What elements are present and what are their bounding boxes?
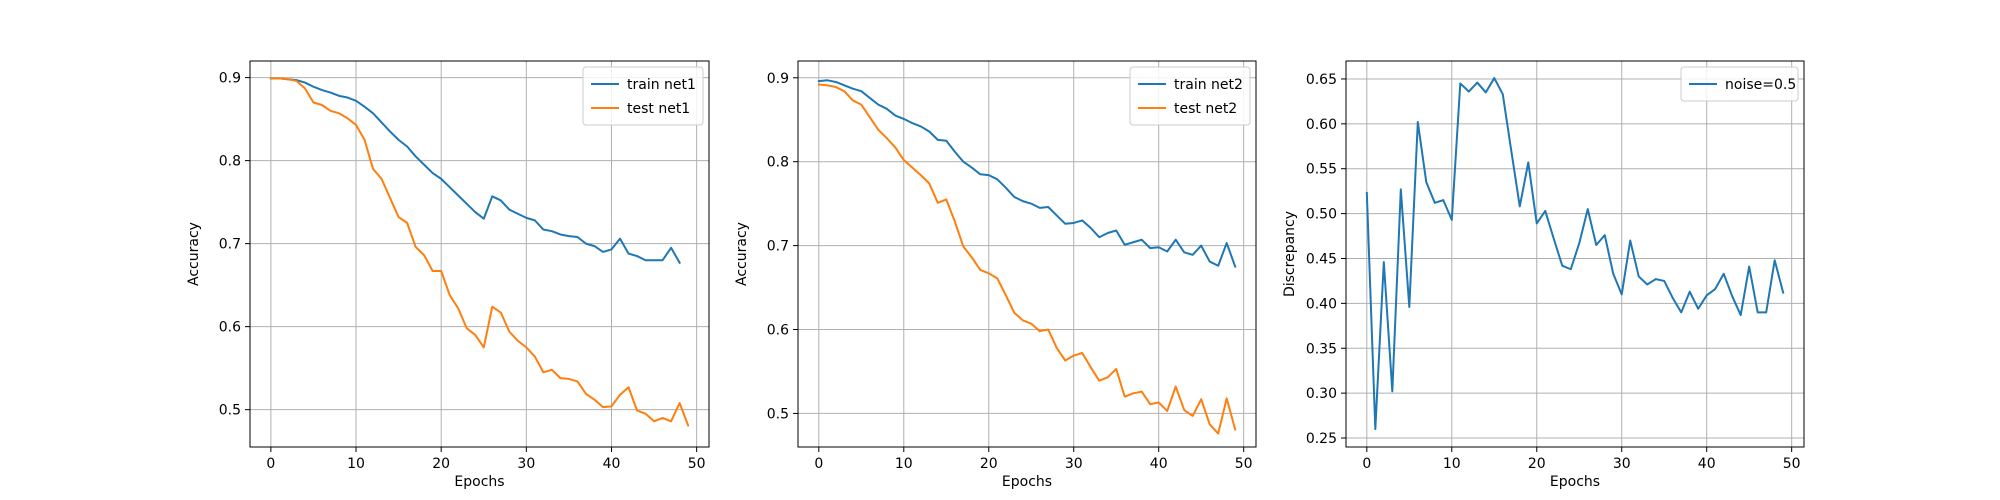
legend-box [582,66,704,126]
x-tick-label: 10 [1443,456,1461,472]
x-tick-label: 0 [266,456,275,472]
y-axis-label: Discrepancy [1282,211,1298,297]
x-axis-label: Epochs [1002,474,1052,490]
y-tick-label: 0.9 [219,71,241,87]
x-tick-label: 40 [603,456,621,472]
legend: train net2 test net2 [1129,66,1251,126]
y-tick-label: 0.7 [219,237,241,253]
x-tick-label: 10 [895,456,913,472]
axes-frame [797,60,1257,448]
y-tick-label: 0.40 [1306,296,1337,312]
chart-panel-1: 0 10 20 30 40 50 0.5 0.6 0.7 0.8 0.9 Epochs Accuracy… [186,60,710,490]
series-line-3-1 [1365,77,1785,431]
x-tick-label: 20 [980,456,998,472]
y-tick-label: 0.9 [767,71,789,87]
legend: noise=0.5 [1680,66,1799,102]
y-tick-label: 0.7 [767,239,789,255]
x-tick-label: 0 [814,456,823,472]
x-tick-label: 10 [347,456,365,472]
x-axis-label: Epochs [454,474,504,490]
y-tick-label: 0.45 [1306,251,1337,267]
legend-box [1680,66,1799,102]
y-tick-label: 0.65 [1306,72,1337,88]
y-tick-label: 0.35 [1306,341,1337,357]
x-tick-label: 20 [1528,456,1546,472]
x-tick-label: 0 [1362,456,1371,472]
y-tick-label: 0.5 [767,406,789,422]
y-tick-label: 0.6 [219,320,241,336]
chart-panel-3: 0 10 20 30 40 50 0.25 0.30 0.35 0.40 0.45 0.50 0.55 0… [1282,60,1805,490]
x-tick-label: 50 [1783,456,1801,472]
y-tick-label: 0.8 [767,155,789,171]
y-tick-label: 0.25 [1306,431,1337,447]
x-tick-label: 40 [1150,456,1168,472]
axes-frame [249,60,710,448]
y-tick-label: 0.60 [1306,117,1337,133]
x-tick-label: 30 [1065,456,1083,472]
legend-box [1129,66,1251,126]
x-tick-label: 50 [1235,456,1253,472]
series-line-1-2 [269,77,690,427]
y-tick-label: 0.50 [1306,207,1337,223]
y-tick-label: 0.6 [767,323,789,339]
legend-label: train net2 [1174,77,1243,93]
legend-label: train net1 [627,77,696,93]
x-tick-label: 30 [517,456,535,472]
series-line-2-1 [817,79,1237,268]
x-tick-label: 30 [1613,456,1631,472]
y-tick-label: 0.55 [1306,162,1337,178]
x-tick-label: 20 [432,456,450,472]
x-tick-label: 40 [1698,456,1716,472]
y-axis-label: Accuracy [734,222,750,286]
legend-label: noise=0.5 [1725,77,1796,93]
series-line-1-1 [269,77,681,265]
y-tick-label: 0.5 [219,403,241,419]
axes-frame [1345,60,1805,448]
series-line-2-2 [817,83,1237,435]
chart-panel-2: 0 10 20 30 40 50 0.5 0.6 0.7 0.8 0.9 Epochs Accuracy… [734,60,1257,490]
y-tick-label: 0.8 [219,154,241,170]
legend-label: test net1 [627,101,690,117]
x-axis-label: Epochs [1550,474,1600,490]
y-axis-label: Accuracy [186,222,202,286]
x-tick-label: 50 [688,456,706,472]
legend: train net1 test net1 [582,66,704,126]
y-tick-label: 0.30 [1306,386,1337,402]
legend-label: test net2 [1174,101,1237,117]
